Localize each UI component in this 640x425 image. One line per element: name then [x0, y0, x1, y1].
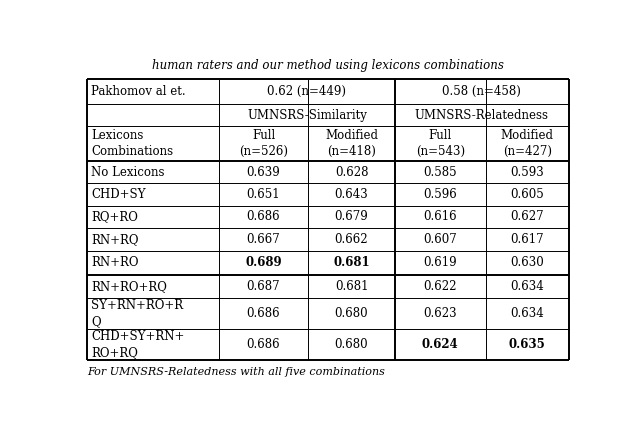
Text: 0.680: 0.680	[335, 307, 369, 320]
Text: 0.617: 0.617	[510, 233, 544, 246]
Text: 0.605: 0.605	[510, 188, 544, 201]
Text: 0.681: 0.681	[335, 280, 368, 293]
Text: UMNSRS-Relatedness: UMNSRS-Relatedness	[415, 109, 548, 122]
Text: 0.686: 0.686	[246, 210, 280, 224]
Text: Full
(n=526): Full (n=526)	[239, 129, 288, 158]
Text: 0.686: 0.686	[246, 338, 280, 351]
Text: No Lexicons: No Lexicons	[92, 166, 165, 178]
Text: CHD+SY: CHD+SY	[92, 188, 146, 201]
Text: 0.628: 0.628	[335, 166, 368, 178]
Text: 0.630: 0.630	[510, 256, 544, 269]
Text: 0.58 (n=458): 0.58 (n=458)	[442, 85, 521, 98]
Text: Pakhomov al et.: Pakhomov al et.	[92, 85, 186, 98]
Text: 0.622: 0.622	[424, 280, 457, 293]
Text: RQ+RO: RQ+RO	[92, 210, 138, 224]
Text: UMNSRS-Similarity: UMNSRS-Similarity	[247, 109, 367, 122]
Text: 0.689: 0.689	[245, 256, 282, 269]
Text: 0.593: 0.593	[510, 166, 544, 178]
Text: Modified
(n=418): Modified (n=418)	[325, 129, 378, 158]
Text: 0.607: 0.607	[424, 233, 457, 246]
Text: RN+RQ: RN+RQ	[92, 233, 139, 246]
Text: For UMNSRS-Relatedness with all five combinations: For UMNSRS-Relatedness with all five com…	[88, 367, 385, 377]
Text: 0.624: 0.624	[422, 338, 459, 351]
Text: Lexicons
Combinations: Lexicons Combinations	[92, 129, 173, 158]
Text: 0.627: 0.627	[510, 210, 544, 224]
Text: 0.616: 0.616	[424, 210, 457, 224]
Text: RN+RO: RN+RO	[92, 256, 139, 269]
Text: 0.639: 0.639	[246, 166, 280, 178]
Text: CHD+SY+RN+
RO+RQ: CHD+SY+RN+ RO+RQ	[92, 330, 185, 359]
Text: 0.635: 0.635	[509, 338, 545, 351]
Text: Modified
(n=427): Modified (n=427)	[500, 129, 554, 158]
Text: 0.687: 0.687	[246, 280, 280, 293]
Text: 0.643: 0.643	[335, 188, 369, 201]
Text: 0.681: 0.681	[333, 256, 370, 269]
Text: 0.619: 0.619	[424, 256, 457, 269]
Text: 0.667: 0.667	[246, 233, 280, 246]
Text: 0.623: 0.623	[424, 307, 457, 320]
Text: 0.686: 0.686	[246, 307, 280, 320]
Text: 0.596: 0.596	[424, 188, 457, 201]
Text: SY+RN+RO+R
Q: SY+RN+RO+R Q	[92, 299, 184, 328]
Text: RN+RO+RQ: RN+RO+RQ	[92, 280, 167, 293]
Text: 0.680: 0.680	[335, 338, 369, 351]
Text: 0.679: 0.679	[335, 210, 369, 224]
Text: 0.585: 0.585	[424, 166, 457, 178]
Text: 0.662: 0.662	[335, 233, 369, 246]
Text: Full
(n=543): Full (n=543)	[416, 129, 465, 158]
Text: 0.634: 0.634	[510, 280, 544, 293]
Text: 0.634: 0.634	[510, 307, 544, 320]
Text: 0.62 (n=449): 0.62 (n=449)	[268, 85, 346, 98]
Text: human raters and our method using lexicons combinations: human raters and our method using lexico…	[152, 59, 504, 72]
Text: 0.651: 0.651	[246, 188, 280, 201]
